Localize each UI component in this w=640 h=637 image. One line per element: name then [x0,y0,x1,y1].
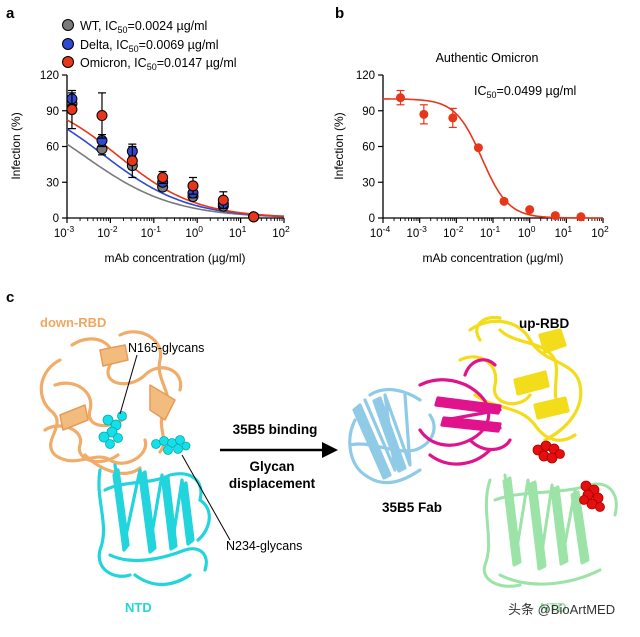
x-tick-label: 100 [518,224,536,240]
x-tick-label: 10-1 [141,224,162,240]
x-tick-label: 10-3 [406,224,427,240]
fit-curve-authentic-omicron [383,98,603,219]
chart-b-ylabel: Infection (%) [332,112,346,179]
legend-text-omicron: Omicron, IC50=0.0147 µg/ml [80,56,237,72]
chart-a-xlabel: mAb concentration (µg/ml) [105,251,246,265]
chart-b-title: Authentic Omicron [436,51,539,65]
legend-marker-omicron [62,56,74,68]
y-tick-label: 90 [362,106,375,118]
data-point-omicron [96,110,108,122]
chart-a-y-ticks: 0 30 60 90 120 [40,70,67,225]
y-tick-label: 0 [369,213,375,225]
x-tick-label: 10-2 [97,224,118,240]
panel-label-c: c [6,289,14,306]
panel-label-b: b [335,5,344,22]
y-tick-label: 60 [362,142,375,154]
chart-a-points [66,89,260,223]
fab-heavy-structure [418,358,512,466]
ntd-structure [97,463,211,586]
arrow-bottom-label-2: displacement [229,476,316,491]
x-tick-label: 102 [272,224,290,240]
watermark: 头条 @BioArtMED [508,602,615,617]
x-tick-label: 10-1 [480,224,501,240]
transition-arrow [220,442,338,458]
fab-label: 35B5 Fab [382,500,442,515]
x-tick-label: 101 [229,224,247,240]
chart-b-y-ticks: 0 30 60 90 120 [356,70,383,225]
chart-a-x-ticks: 10-3 10-2 10-1 100 101 102 [54,218,290,240]
x-tick-label: 10-4 [370,224,391,240]
data-point-omicron [217,194,229,206]
y-tick-label: 90 [46,106,59,118]
up-rbd-label: up-RBD [519,316,569,331]
y-tick-label: 120 [356,70,375,82]
down-rbd-structure [39,330,183,475]
y-tick-label: 30 [46,177,59,189]
chart-b-xlabel: mAb concentration (µg/ml) [423,251,564,265]
chart-b-x-ticks: 10-4 10-3 10-2 10-1 100 101 102 [370,218,609,240]
n165-glycans [98,411,127,449]
ntd-label: NTD [125,600,152,615]
n165-leader-line [119,354,138,415]
chart-b-points [395,89,586,222]
arrow-bottom-label-1: Glycan [249,459,294,474]
ntd-right-label: NTD [540,600,567,615]
chart-b-fit-curves [383,98,603,219]
y-tick-label: 60 [46,142,59,154]
displaced-glycans-rbd [532,440,565,464]
y-tick-label: 120 [40,70,59,82]
data-point-authentic-omicron [499,196,509,206]
y-tick-label: 0 [53,213,59,225]
x-tick-label: 102 [591,224,609,240]
legend-text-wt: WT, IC50=0.0024 µg/ml [80,19,207,35]
chart-a-ylabel: Infection (%) [9,112,23,179]
data-point-authentic-omicron [576,212,586,222]
data-point-omicron [248,211,260,223]
x-tick-label: 10-2 [443,224,464,240]
n234-glycans-label: N234-glycans [226,539,302,553]
n234-glycans [151,435,191,455]
displaced-glycans-ntd [579,480,605,512]
data-point-omicron [66,104,78,116]
data-point-authentic-omicron [473,143,483,153]
data-point-omicron [187,180,199,192]
legend-marker-delta [62,38,74,50]
n234-leader-line [181,454,231,541]
legend-marker-wt [62,19,74,31]
n165-glycans-label: N165-glycans [128,341,204,355]
x-tick-label: 100 [185,224,203,240]
arrow-top-label: 35B5 binding [233,422,318,437]
data-point-authentic-omicron [419,109,429,119]
fab-light-structure [348,387,436,485]
structure-diagram: down-RBD N165-glycans N234-glycans NTD 3… [39,315,618,617]
chart-a-legend: WT, IC50=0.0024 µg/ml Delta, IC50=0.0069… [62,19,237,72]
data-point-authentic-omicron [525,205,535,215]
x-tick-label: 101 [555,224,573,240]
data-point-omicron [126,155,138,167]
legend-text-delta: Delta, IC50=0.0069 µg/ml [80,38,218,54]
x-tick-label: 10-3 [54,224,75,240]
chart-b-ic50-annotation: IC50=0.0499 µg/ml [474,84,576,100]
chart-b: Authentic Omicron IC50=0.0499 µg/ml 0 30 6… [332,51,609,265]
data-point-authentic-omicron [550,211,560,221]
chart-a: 0 30 60 90 120 10-3 10-2 10-1 100 101 102 Infecti… [9,19,290,265]
data-point-authentic-omicron [448,113,458,123]
data-point-omicron [157,171,169,183]
down-rbd-label: down-RBD [40,315,106,330]
y-tick-label: 30 [362,177,375,189]
data-point-authentic-omicron [395,93,405,103]
panel-label-a: a [6,5,15,22]
